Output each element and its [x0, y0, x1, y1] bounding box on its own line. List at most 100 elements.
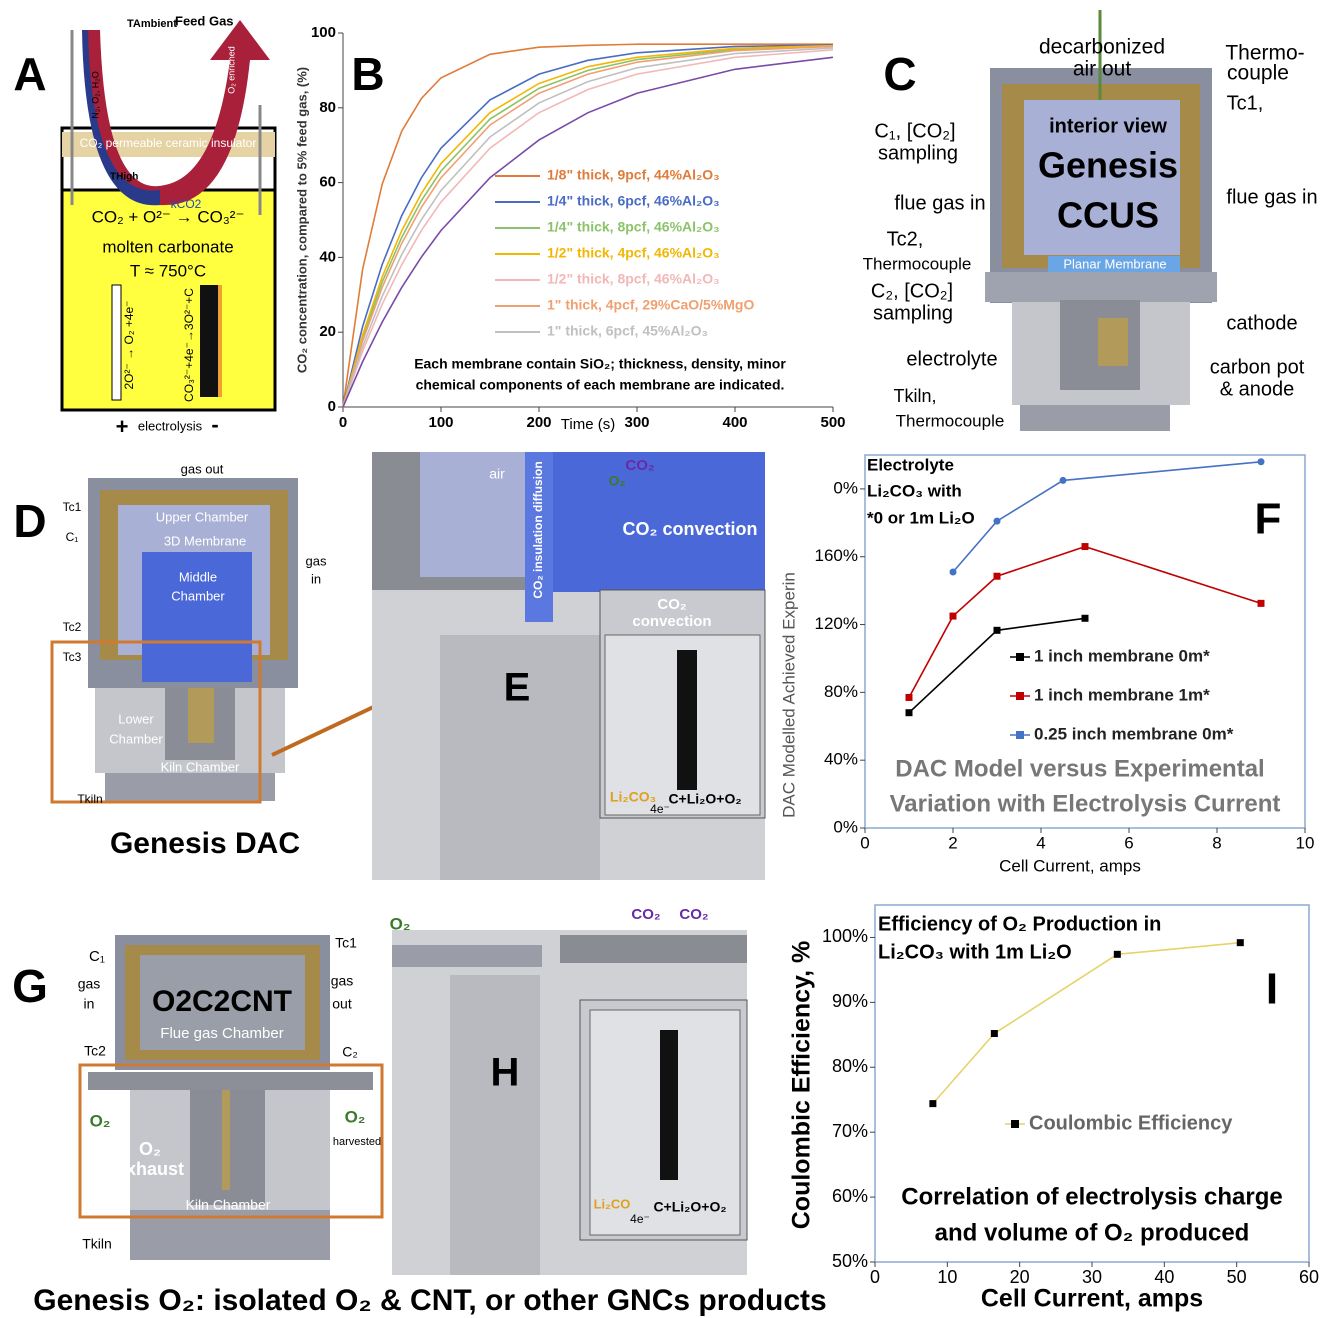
point — [1237, 939, 1244, 946]
panel-d-drawing — [52, 478, 420, 802]
y-tick-label: 160% — [815, 546, 858, 565]
legend-swatch — [1011, 1120, 1019, 1128]
y-tick-label: 0 — [328, 398, 336, 415]
annotation: and volume of O₂ produced — [935, 1219, 1250, 1246]
point — [906, 709, 913, 716]
diagram-label: 2O²⁻ → O₂ +4e⁻ — [122, 300, 136, 389]
point — [1114, 951, 1121, 958]
annotation: Electrolyte — [867, 455, 954, 474]
x-tick-label: 0 — [860, 833, 869, 852]
y-tick-label: 0% — [833, 478, 858, 497]
diagram-label: Middle — [179, 569, 217, 584]
diagram-label: C₁, [CO₂] — [874, 120, 955, 142]
diagram-label: CO₂ + O²⁻ → CO₃²⁻ — [92, 207, 245, 226]
y-axis-label: DAC Modelled Achieved Experin — [779, 572, 798, 818]
legend-label: 1" thick, 4pcf, 29%CaO/5%MgO — [547, 297, 754, 313]
diagram-label: Tc2 — [63, 620, 82, 634]
x-tick-label: 100 — [428, 414, 453, 431]
point — [1082, 543, 1089, 550]
diagram-label: Kiln Chamber — [161, 759, 240, 774]
y-axis-label: Coulombic Efficiency, % — [788, 941, 816, 1229]
diagram-label: Chamber — [171, 588, 225, 603]
diagram-label: gas out — [181, 461, 224, 476]
point — [994, 573, 1001, 580]
diagram-label: Li₂CO₃ — [610, 789, 656, 805]
y-tick-label: 100% — [822, 926, 868, 946]
diagram-label: O₂ enriched — [226, 46, 236, 94]
diagram-label: Flue gas Chamber — [160, 1025, 283, 1042]
diagram-label: sampling — [873, 302, 953, 324]
diagram-label: flue gas in — [894, 192, 985, 214]
y-tick-label: 120% — [815, 614, 858, 633]
x-tick-label: 2 — [948, 833, 957, 852]
diagram-label: in — [84, 996, 95, 1012]
x-tick-label: 6 — [1124, 833, 1133, 852]
annotation: Variation with Electrolysis Current — [890, 790, 1281, 817]
diagram-label: TAmbient — [127, 18, 177, 30]
point — [1258, 600, 1265, 607]
panel-letter: F — [1255, 495, 1282, 544]
diagram-label: carbon pot — [1210, 356, 1305, 378]
y-tick-label: 70% — [832, 1121, 868, 1141]
annotation: Efficiency of O₂ Production in — [878, 913, 1161, 935]
diagram-label: Tc1, — [1227, 92, 1264, 114]
legend-label: 1/8" thick, 9pcf, 44%Al₂O₃ — [547, 167, 720, 183]
y-tick-label: 100 — [311, 24, 336, 41]
panel-letter: B — [351, 48, 384, 100]
diagram-label: cathode — [1226, 312, 1297, 334]
diagram-label: O₂ — [390, 914, 411, 933]
legend-label: 1/4" thick, 8pcf, 46%Al₂O₃ — [547, 219, 720, 235]
chart: 010203040506050%60%70%80%90%100%ICell Cu… — [788, 905, 1319, 1313]
diagram-label: C₁ — [89, 948, 105, 965]
series-line — [909, 547, 1261, 698]
diagram-label: H — [491, 1051, 520, 1095]
diagram-label: O₂ — [345, 1107, 366, 1126]
y-tick-label: 80% — [824, 682, 858, 701]
diagram-label: convection — [632, 613, 711, 630]
diagram-label: 4e⁻ — [650, 802, 670, 816]
diagram-label: CO₂ — [679, 906, 708, 923]
diagram-label: O2C2CNT — [152, 985, 292, 1018]
point — [994, 627, 1001, 634]
diagram-label: Thermocouple — [896, 411, 1005, 430]
legend-swatch — [1016, 653, 1024, 661]
diagram-label: C+Li₂O+O₂ — [668, 791, 741, 807]
diagram-label: Tc2 — [84, 1043, 106, 1059]
diagram-label: air out — [1073, 58, 1132, 81]
y-tick-label: 90% — [832, 991, 868, 1011]
x-axis-label: Time (s) — [561, 416, 615, 433]
diagram-label: Upper Chamber — [156, 509, 249, 524]
diagram-label: CCUS — [1057, 195, 1159, 236]
diagram-label: gas — [306, 553, 327, 568]
x-tick-label: 10 — [937, 1267, 957, 1287]
y-tick-label: 20 — [319, 323, 336, 340]
y-tick-label: 60% — [832, 1186, 868, 1206]
panel-e-drawing — [372, 452, 765, 880]
diagram-label: N₂, O₂, H₂O — [90, 71, 100, 118]
diagram-label: couple — [1227, 62, 1289, 85]
diagram-label: Tc2, — [887, 228, 924, 250]
panel-letter: I — [1266, 965, 1278, 1014]
annotation: Li₂CO₃ with 1m Li₂O — [878, 941, 1072, 963]
annotation: Li₂CO₃ with — [867, 481, 962, 500]
page: {"diagram_labels":["A","TAmbient","Feed … — [0, 0, 1327, 1318]
diagram-label: out — [332, 996, 352, 1012]
y-tick-label: 80 — [319, 99, 336, 116]
diagram-label: - — [211, 412, 218, 437]
annotation: chemical components of each membrane are… — [416, 377, 785, 393]
legend-label: 1" thick, 6pcf, 45%Al₂O₃ — [547, 323, 708, 339]
x-tick-label: 200 — [526, 414, 551, 431]
diagram-label: exhaust — [116, 1159, 184, 1179]
diagram-label: CO₂ insulation diffusion — [531, 461, 545, 598]
point — [906, 694, 913, 701]
diagram-label: Kiln Chamber — [186, 1197, 271, 1213]
x-tick-label: 0 — [339, 414, 347, 431]
diagram-label: in — [311, 571, 321, 586]
legend-label: 1 inch membrane 1m* — [1034, 685, 1210, 704]
diagram-label: CO₂ convection — [622, 519, 757, 539]
point — [950, 613, 957, 620]
diagram-label: G — [12, 960, 48, 1012]
diagram-label: C — [883, 48, 916, 100]
diagram-label: Lower — [118, 711, 154, 726]
